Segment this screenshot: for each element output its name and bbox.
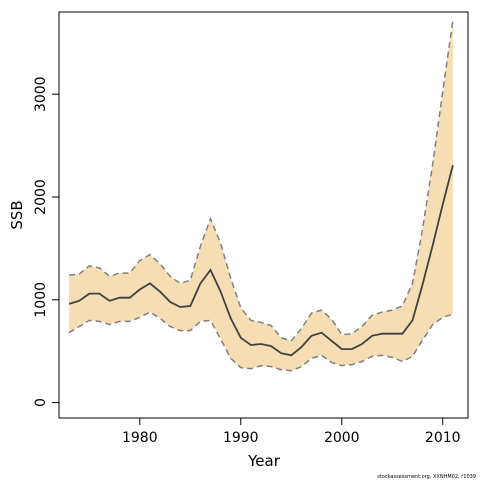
x-axis: 1980 1990 2000 2010	[122, 418, 461, 446]
y-tick-label: 1000	[33, 282, 49, 318]
y-tick-label: 0	[33, 398, 49, 407]
x-axis-title: Year	[247, 452, 281, 470]
credit-text: stockassessment.org, XXNHM02, r1039	[377, 474, 476, 480]
x-tick-label: 1980	[122, 430, 158, 446]
confidence-band	[69, 20, 453, 371]
lower-bound-line	[68, 311, 454, 372]
x-tick-label: 1990	[223, 430, 259, 446]
x-tick-label: 2010	[425, 430, 461, 446]
y-tick-label: 3000	[33, 76, 49, 112]
y-tick-label: 2000	[33, 179, 49, 215]
y-axis-title: SSB	[8, 200, 26, 229]
confidence-band-layer	[69, 20, 453, 371]
y-axis: 0 1000 2000 3000	[33, 76, 59, 407]
x-tick-label: 2000	[324, 430, 360, 446]
upper-bound-line	[69, 20, 454, 342]
series-layer	[68, 20, 454, 372]
estimate-line	[68, 164, 454, 357]
plot-frame	[58, 11, 469, 419]
